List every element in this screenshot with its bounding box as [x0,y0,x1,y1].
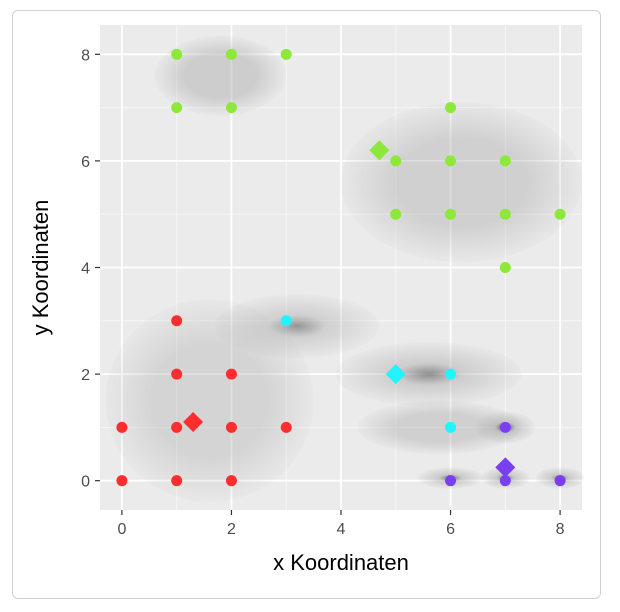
data-point [280,48,292,60]
x-tick-label: 0 [117,521,126,538]
data-point [171,368,183,380]
density-region [215,294,380,359]
centroid-marker [385,364,406,385]
data-point [225,368,237,380]
density-region [335,342,522,407]
data-point [445,208,457,220]
y-tick-label: 6 [81,154,90,171]
y-tick-label: 4 [81,261,90,278]
data-point [445,421,457,433]
data-point [225,475,237,487]
data-point [225,421,237,433]
data-point [116,421,128,433]
y-tick-label: 0 [81,474,90,491]
centroid-marker [183,412,204,433]
data-point [225,48,237,60]
density-region [154,35,287,116]
data-point [499,155,511,167]
density-region [357,400,522,455]
x-tick-label: 4 [337,521,346,538]
centroid-marker [369,140,390,161]
data-point [171,48,183,60]
data-point [390,155,402,167]
data-point [445,475,457,487]
data-point [225,102,237,114]
data-point [499,421,511,433]
data-point [390,208,402,220]
data-point [554,208,566,220]
x-axis: 0 2 4 6 8 [117,510,565,538]
data-point [171,475,183,487]
data-point [171,315,183,327]
data-point [116,475,128,487]
x-axis-title: x Koordinaten [273,550,409,575]
centroid-marker [495,457,516,478]
x-tick-label: 8 [556,521,565,538]
data-point [280,421,292,433]
data-point [280,315,292,327]
data-point [499,262,511,273]
data-point [554,475,566,487]
points-layer [116,48,566,487]
data-point [445,102,457,114]
data-point [499,475,511,487]
y-axis-title: y Koordinaten [28,200,53,336]
data-point [171,421,183,433]
x-tick-label: 6 [446,521,455,538]
y-tick-label: 8 [81,47,90,64]
y-axis: 0 2 4 6 8 [81,47,100,491]
centroids-layer [183,140,516,478]
data-point [445,368,457,380]
data-point [445,155,457,167]
data-point [499,208,511,220]
density-region [341,102,582,263]
data-point [171,102,183,114]
x-tick-label: 2 [227,521,236,538]
y-tick-label: 2 [81,367,90,384]
